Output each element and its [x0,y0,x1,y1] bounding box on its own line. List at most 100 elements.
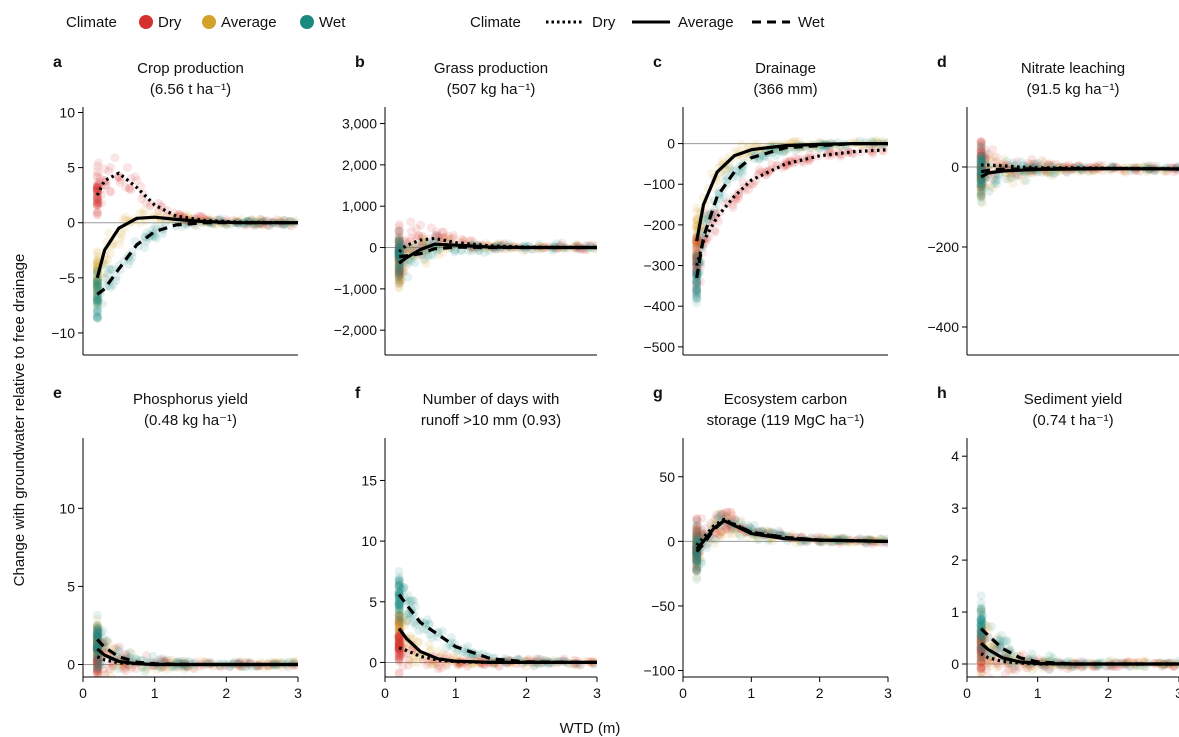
scatter-point [92,632,102,642]
scatter-point [1038,663,1048,673]
scatter-point [92,295,102,305]
scatter-point [976,180,986,190]
scatter-point [169,208,179,218]
scatter-point [977,192,987,202]
scatter-point [394,282,404,292]
series-line-dry [695,148,889,267]
scatter-point [394,639,404,649]
scatter-point [394,266,404,276]
scatter-point [402,609,412,619]
scatter-point [92,629,102,639]
scatter-point [976,603,986,613]
scatter-point [976,621,986,631]
scatter-point [394,264,404,274]
scatter-point [976,648,986,658]
scatter-point [1005,172,1015,182]
scatter-point [394,650,404,660]
scatter-point [432,230,442,240]
scatter-point [394,609,404,619]
scatter-point [103,638,113,648]
scatter-point [976,652,986,662]
scatter-point [432,632,442,642]
scatter-point [92,277,102,287]
panel-subtitle: runoff >10 mm (0.93) [421,412,561,429]
scatter-point [423,657,433,667]
scatter-point [692,556,702,566]
scatter-point [394,619,404,629]
scatter-point [414,637,424,647]
x-tick-label: 0 [381,685,389,701]
scatter-point [136,182,146,192]
scatter-point [396,275,406,285]
scatter-point [977,674,986,677]
legend-label-wet: Wet [319,14,346,31]
scatter-point [767,536,777,546]
scatter-point [1023,158,1033,168]
scatter-point [433,664,443,674]
scatter-point [692,555,702,565]
scatter-point [397,267,407,277]
scatter-point [395,639,405,649]
scatter-point [979,619,989,629]
scatter-point [692,566,702,576]
scatter-point [735,517,745,527]
scatter-point [976,152,986,162]
panel-subtitle: (507 kg ha⁻¹) [447,81,536,98]
scatter-point [394,653,404,663]
scatter-point [976,181,986,191]
scatter-point [1016,157,1026,167]
scatter-point [976,151,986,161]
scatter-point [1001,174,1011,184]
scatter-point [994,661,1004,671]
y-tick-label: 4 [951,448,959,464]
scatter-point [394,277,404,287]
x-tick-label: 3 [1175,685,1179,701]
scatter-point [394,267,404,277]
scatter-point [92,200,102,210]
scatter-point [721,524,731,534]
scatter-point [92,274,102,284]
scatter-point [976,182,986,192]
scatter-point [94,659,104,669]
scatter-point [976,659,986,669]
scatter-point [409,596,419,606]
scatter-point [976,156,986,166]
scatter-point [976,657,986,667]
scatter-point [92,282,102,292]
scatter-point [394,244,404,254]
scatter-point [394,638,404,648]
scatter-point [394,619,404,629]
scatter-point [394,612,404,622]
scatter-point [1044,664,1054,674]
y-tick-label: 10 [361,533,377,549]
y-tick-label: −400 [927,319,959,335]
scatter-point [92,303,102,313]
scatter-point [399,267,409,277]
scatter-point [395,266,405,276]
x-tick-label: 0 [79,685,87,701]
scatter-point [92,277,102,287]
scatter-point [92,255,102,265]
scatter-point [394,636,404,646]
scatter-point [92,279,102,289]
scatter-point [97,659,107,669]
scatter-point [394,243,404,253]
scatter-point [113,172,123,182]
scatter-point [394,262,404,272]
scatter-point [976,604,986,614]
scatter-point [774,526,784,536]
scatter-point [772,161,782,171]
scatter-point [394,226,404,236]
scatter-point [121,212,131,222]
scatter-point [980,145,990,155]
scatter-point [697,513,707,523]
scatter-point [413,658,423,668]
scatter-point [692,551,702,561]
legend-line-label-dry: Dry [592,14,616,31]
scatter-point [394,582,404,592]
scatter-point [976,632,986,642]
scatter-point [394,633,404,643]
scatter-point [433,628,443,638]
scatter-point [1065,663,1075,673]
panel-letter: b [355,54,365,71]
